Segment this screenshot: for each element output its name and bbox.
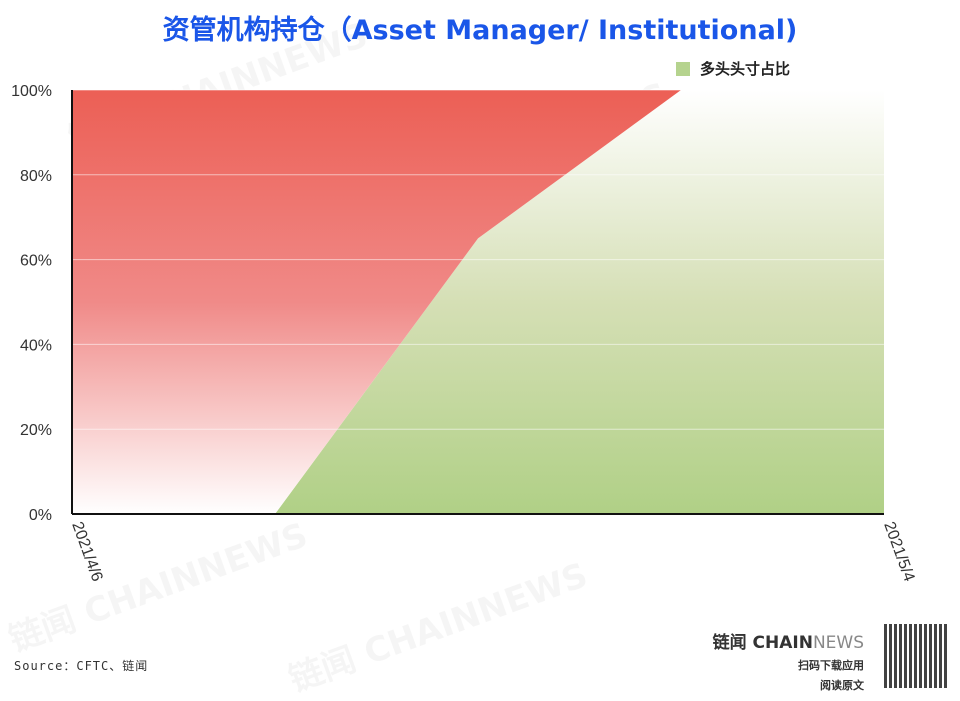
y-tick-label: 80%: [20, 168, 52, 185]
brand: 链闻 CHAINNEWS 扫码下载应用 阅读原文: [713, 628, 864, 693]
y-tick-label: 100%: [11, 83, 52, 100]
chart-title: 资管机构持仓（Asset Manager/ Institutional): [162, 15, 798, 46]
y-tick-label: 0%: [29, 507, 52, 524]
y-tick-label: 20%: [20, 422, 52, 439]
qr-code[interactable]: [884, 624, 948, 688]
x-tick-label: 2021/4/6: [68, 520, 105, 584]
brand-chain: CHAIN: [752, 633, 813, 653]
legend: 多头头寸占比: [676, 58, 790, 79]
brand-news: NEWS: [812, 633, 864, 653]
brand-line2: 阅读原文: [820, 679, 864, 692]
x-tick-label: 2021/5/4: [880, 520, 917, 584]
legend-label: 多头头寸占比: [700, 60, 791, 78]
area-long-share: [72, 90, 884, 514]
brand-line1: 扫码下载应用: [798, 659, 864, 672]
y-tick-label: 60%: [20, 253, 52, 270]
legend-swatch: [676, 61, 690, 76]
brand-cn: 链闻: [712, 633, 747, 653]
area-short-share: [72, 90, 884, 514]
source-note: Source：CFTC、链闻: [14, 659, 149, 673]
y-tick-label: 40%: [20, 337, 52, 354]
